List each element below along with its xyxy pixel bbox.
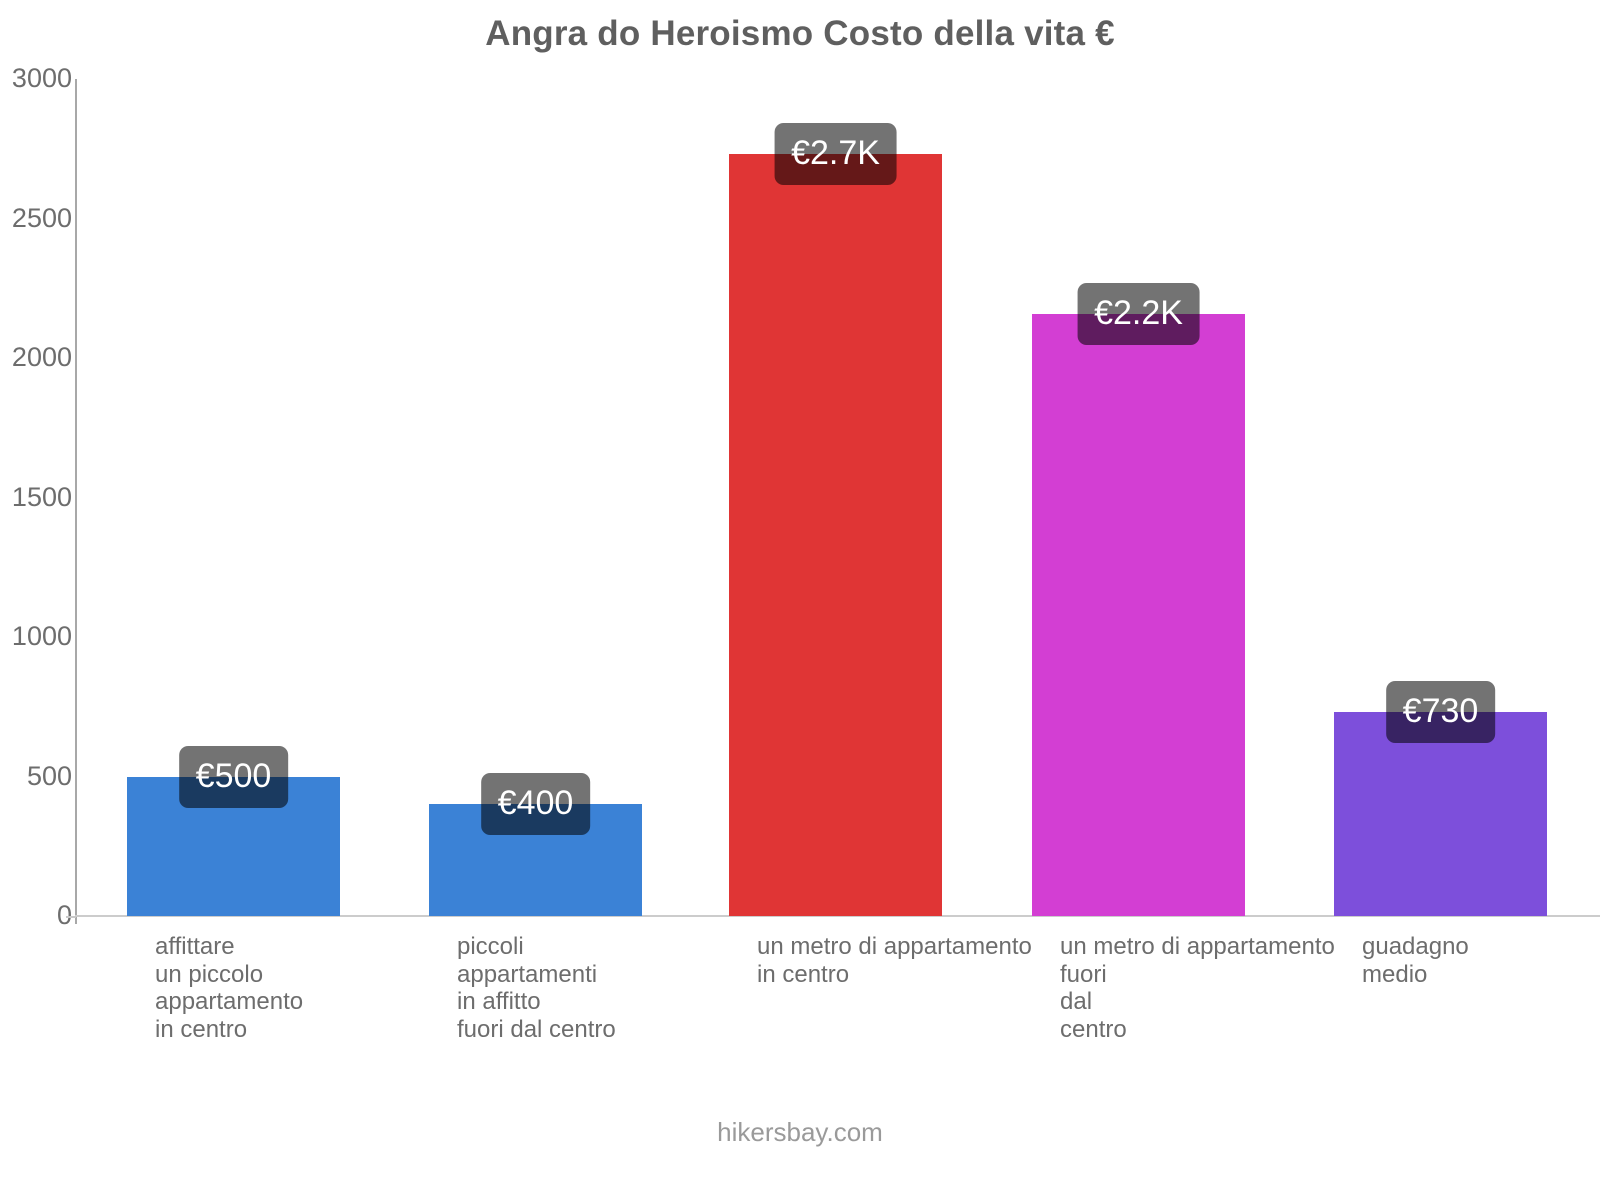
y-axis-line xyxy=(75,79,77,924)
bar-value-label: €730 xyxy=(1385,681,1496,744)
y-axis-tick-label: 2500 xyxy=(11,202,72,233)
x-axis-category-label: piccoli appartamenti in affitto fuori da… xyxy=(457,933,616,1043)
x-axis-category-label: affittare un piccolo appartamento in cen… xyxy=(155,933,304,1043)
bar-value-label: €2.2K xyxy=(1077,282,1200,345)
x-axis-category-label: guadagno medio xyxy=(1362,933,1469,988)
bar[interactable]: €400 xyxy=(429,773,642,916)
y-axis-tick-label: 500 xyxy=(26,760,72,791)
bar[interactable]: €2.7K xyxy=(729,123,942,916)
watermark: hikersbay.com xyxy=(717,1117,883,1147)
x-axis-baseline xyxy=(75,915,1600,917)
y-axis-tick-label: 0 xyxy=(56,900,72,930)
y-axis-tick-label: 1000 xyxy=(11,621,72,651)
bar-value-label: €400 xyxy=(480,773,591,836)
y-axis-tick-label: 1500 xyxy=(11,481,72,512)
bar[interactable]: €2.2K xyxy=(1032,282,1245,916)
bar[interactable]: €500 xyxy=(127,745,340,916)
y-axis-tick-mark xyxy=(66,916,76,918)
y-axis-tick-label: 3000 xyxy=(11,63,72,93)
x-axis-category-label: un metro di appartamento fuori dal centr… xyxy=(1060,933,1335,1043)
y-axis-tick-label: 2000 xyxy=(11,342,72,372)
bar-value-label: €500 xyxy=(178,745,289,808)
x-axis-category-label: un metro di appartamento in centro xyxy=(757,933,1032,988)
chart-title: Angra do Heroismo Costo della vita € xyxy=(485,14,1115,53)
bar[interactable]: €730 xyxy=(1334,681,1547,916)
bar-value-label: €2.7K xyxy=(774,123,897,186)
